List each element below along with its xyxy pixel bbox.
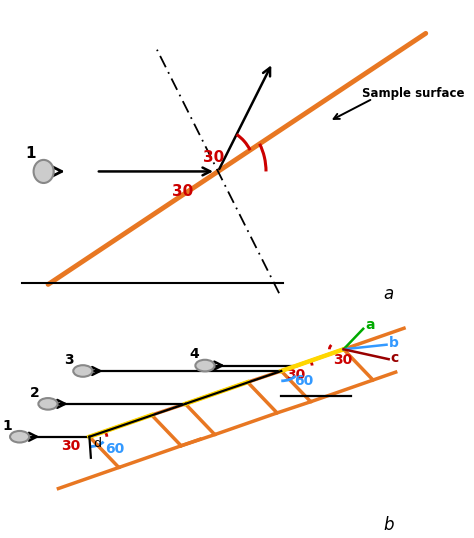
Text: 30: 30: [333, 353, 352, 367]
Text: b: b: [389, 336, 399, 350]
Text: 30: 30: [286, 368, 305, 382]
Text: 30: 30: [61, 440, 80, 454]
Text: 2: 2: [30, 386, 39, 400]
Text: 30: 30: [172, 183, 193, 199]
Text: 60: 60: [105, 442, 124, 456]
Text: b: b: [384, 516, 394, 534]
Text: 3: 3: [64, 353, 74, 367]
Text: d: d: [93, 437, 101, 450]
Text: a: a: [384, 286, 394, 303]
Text: Sample surface: Sample surface: [362, 87, 465, 100]
Text: 1: 1: [25, 146, 36, 161]
Text: 30: 30: [203, 151, 224, 165]
Text: 4: 4: [190, 347, 200, 361]
Circle shape: [38, 398, 57, 409]
Text: c: c: [391, 351, 399, 365]
Text: a: a: [365, 318, 375, 332]
Text: 60: 60: [294, 374, 314, 388]
Circle shape: [195, 360, 215, 371]
Circle shape: [73, 365, 92, 377]
Circle shape: [10, 431, 29, 443]
Text: 1: 1: [2, 419, 12, 433]
Circle shape: [34, 160, 54, 183]
